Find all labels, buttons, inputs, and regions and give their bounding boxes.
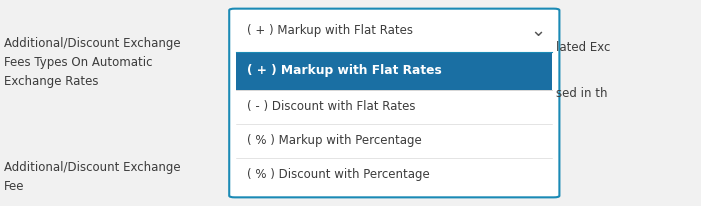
Text: lated Exc: lated Exc: [556, 41, 611, 54]
Text: ( + ) Markup with Flat Rates: ( + ) Markup with Flat Rates: [247, 24, 414, 37]
Text: sed in th: sed in th: [556, 87, 607, 99]
Text: Additional/Discount Exchange
Fee: Additional/Discount Exchange Fee: [4, 161, 180, 193]
Text: ( % ) Discount with Percentage: ( % ) Discount with Percentage: [247, 168, 430, 181]
Bar: [236, 52, 552, 90]
Text: ⌄: ⌄: [530, 22, 545, 40]
Text: ( - ) Discount with Flat Rates: ( - ) Discount with Flat Rates: [247, 100, 416, 113]
Text: ( % ) Markup with Percentage: ( % ) Markup with Percentage: [247, 134, 422, 147]
FancyBboxPatch shape: [229, 9, 559, 197]
Text: ( + ) Markup with Flat Rates: ( + ) Markup with Flat Rates: [247, 64, 442, 77]
Text: Additional/Discount Exchange
Fees Types On Automatic
Exchange Rates: Additional/Discount Exchange Fees Types …: [4, 37, 180, 88]
